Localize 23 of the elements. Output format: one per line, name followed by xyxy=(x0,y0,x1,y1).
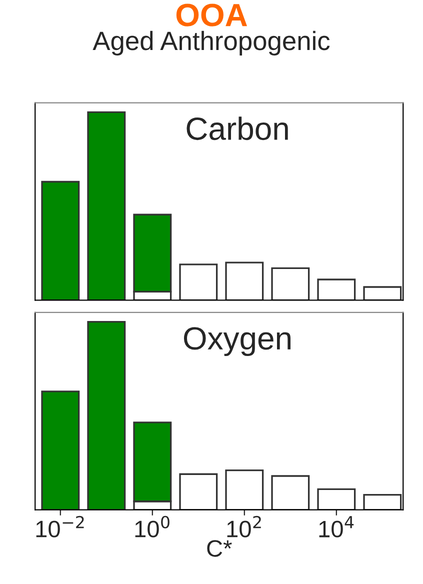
bar xyxy=(87,111,126,300)
annotation: Oxygen xyxy=(184,327,290,356)
bar xyxy=(317,278,356,300)
annotation: Carbon xyxy=(186,116,288,140)
bar xyxy=(363,286,402,300)
x-tick-label: 10$^{2}$ xyxy=(227,516,261,538)
x-tick-label: 10$^{−2}$ xyxy=(36,516,84,538)
bar xyxy=(225,470,264,510)
bar xyxy=(87,321,126,510)
bar xyxy=(271,475,310,510)
bar xyxy=(41,180,80,300)
x-tick-label: 10$^{0}$ xyxy=(135,516,170,538)
x-axis-title: C* xyxy=(207,540,232,557)
bar xyxy=(179,473,218,510)
bar xyxy=(225,262,264,300)
chart-subtitle: Aged Anthropogenic xyxy=(92,30,330,56)
bar xyxy=(317,488,356,510)
chart-title: OOA xyxy=(176,4,248,26)
bar xyxy=(363,494,402,510)
x-tick-label: 10$^{4}$ xyxy=(319,516,354,538)
bar xyxy=(179,264,218,300)
bar xyxy=(41,390,80,510)
bar xyxy=(271,267,310,300)
